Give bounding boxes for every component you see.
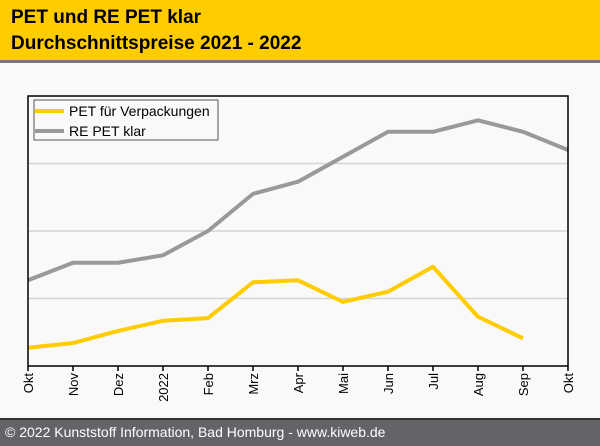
x-tick-label: Sep — [516, 373, 531, 396]
legend-label: RE PET klar — [69, 123, 146, 139]
copyright-text: © 2022 Kunststoff Information, Bad Hombu… — [5, 424, 385, 440]
series-line-pet-verpackungen — [28, 267, 523, 348]
x-tick-label: Dez — [111, 373, 126, 396]
chart-header: PET und RE PET klar Durchschnittspreise … — [0, 0, 600, 60]
x-tick-label: Okt — [21, 373, 36, 394]
x-tick-label: Jun — [381, 373, 396, 394]
x-tick-label: 2022 — [156, 373, 171, 402]
series-line-re-pet-klar — [28, 120, 568, 280]
chart-subtitle: Durchschnittspreise 2021 - 2022 — [11, 33, 301, 55]
x-tick-label: Feb — [201, 373, 216, 395]
x-axis-ticks: Okt Nov Dez 2022 Feb Mrz Apr Mai Jun Jul Aug Sep Okt — [21, 366, 576, 402]
chart-title: PET und RE PET klar — [11, 7, 201, 29]
x-tick-label: Mai — [336, 373, 351, 394]
x-tick-label: Mrz — [246, 373, 261, 395]
x-tick-label: Nov — [66, 373, 81, 397]
x-tick-label: Aug — [471, 373, 486, 396]
legend-label: PET für Verpackungen — [69, 103, 210, 119]
x-tick-label: Jul — [426, 373, 441, 390]
x-tick-label: Okt — [561, 373, 576, 394]
copyright-footer: © 2022 Kunststoff Information, Bad Hombu… — [0, 418, 600, 446]
legend: PET für Verpackungen RE PET klar — [34, 100, 218, 140]
x-tick-label: Apr — [291, 372, 306, 393]
series-lines — [28, 120, 568, 348]
